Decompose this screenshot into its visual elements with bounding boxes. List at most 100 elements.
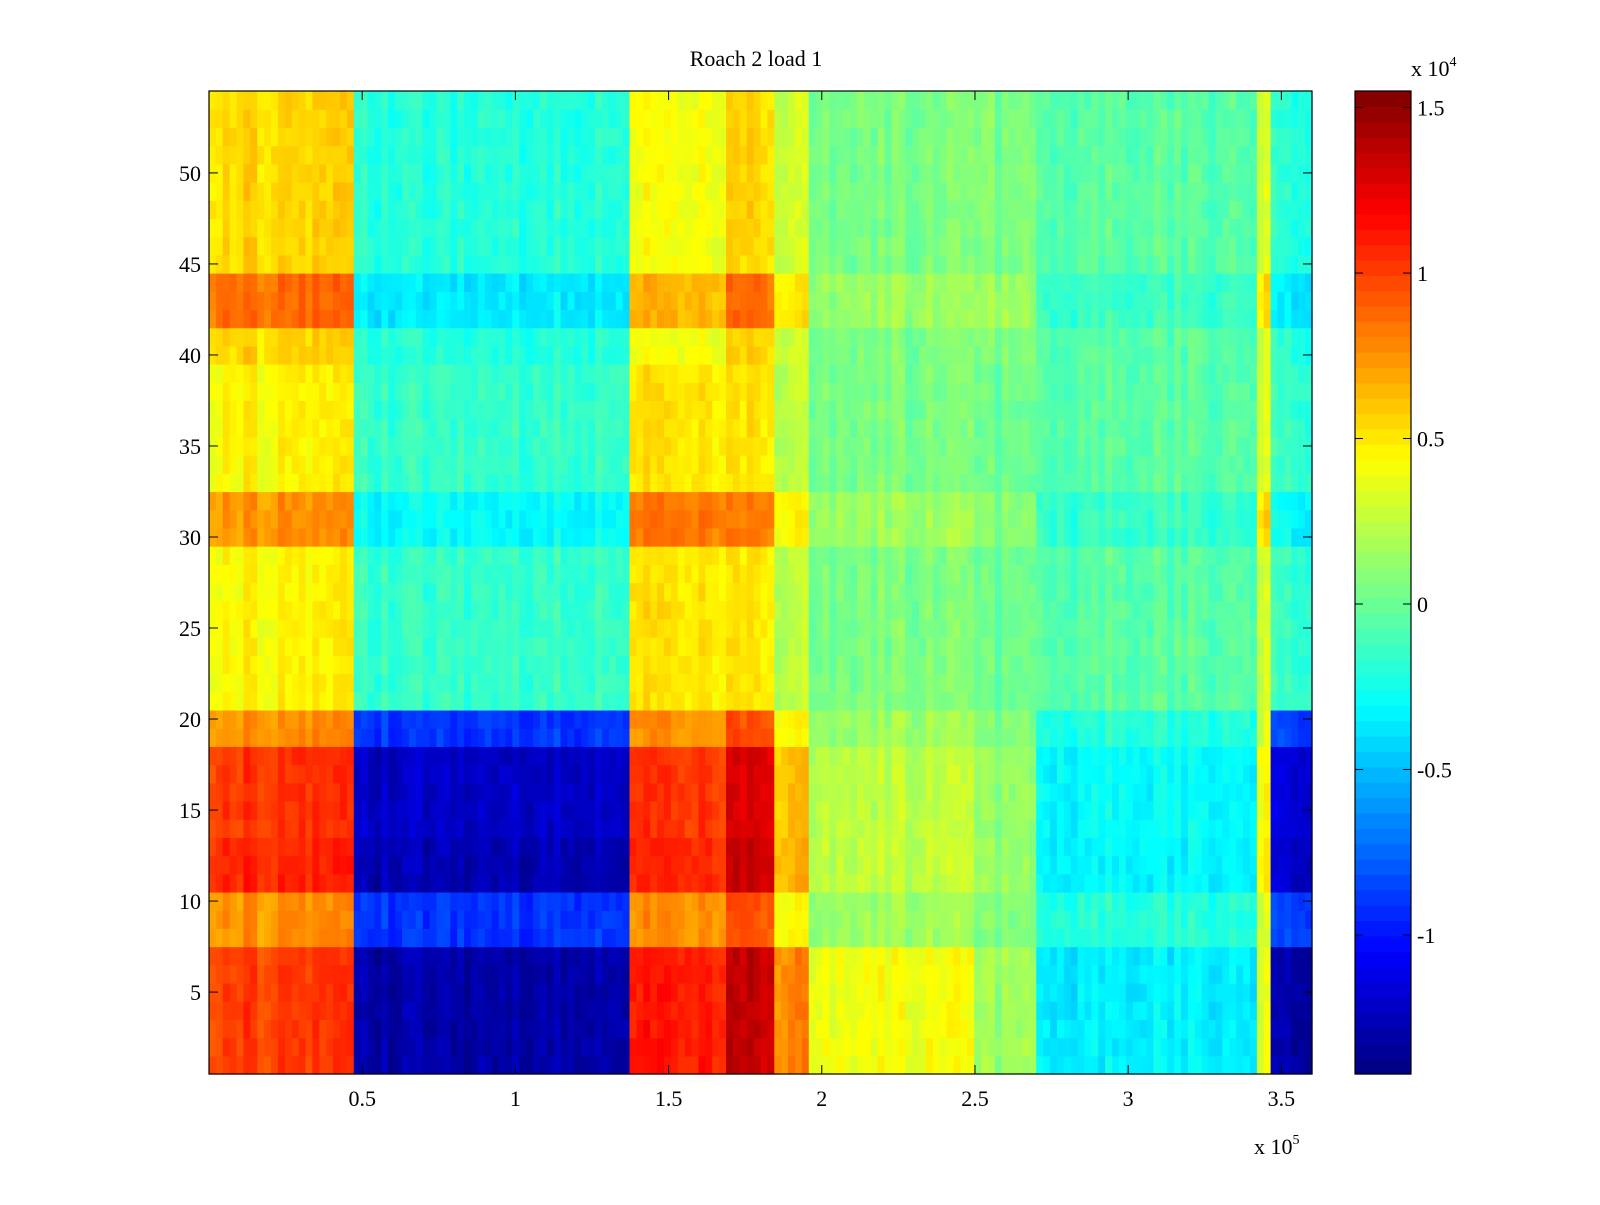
heatmap-cell	[512, 800, 520, 820]
heatmap-cell	[236, 910, 245, 929]
heatmap-cell	[608, 655, 617, 675]
heatmap-cell	[257, 600, 265, 620]
heatmap-cell	[726, 709, 734, 729]
heatmap-cell	[650, 1055, 658, 1075]
heatmap-cell	[677, 600, 686, 620]
heatmap-cell	[512, 600, 520, 620]
heatmap-cell	[781, 291, 789, 311]
heatmap-cell	[636, 964, 644, 984]
heatmap-cell	[291, 236, 300, 256]
heatmap-cell	[236, 637, 245, 656]
heatmap-cell	[808, 145, 817, 165]
heatmap-cell	[732, 109, 741, 128]
heatmap-cell	[395, 637, 403, 656]
heatmap-cell	[739, 382, 748, 402]
heatmap-cell	[753, 946, 762, 966]
heatmap-cell	[374, 200, 382, 220]
heatmap-cell	[429, 364, 438, 383]
heatmap-cell	[581, 309, 589, 329]
heatmap-cell	[333, 964, 341, 984]
heatmap-cell	[415, 273, 424, 292]
heatmap-cell	[663, 382, 672, 402]
heatmap-cell	[470, 1019, 479, 1039]
heatmap-cell	[650, 127, 658, 147]
heatmap-cell	[271, 673, 279, 693]
heatmap-cell	[801, 728, 810, 747]
heatmap-cell	[408, 673, 417, 693]
heatmap-cell	[533, 946, 541, 966]
heatmap-cell	[753, 309, 762, 329]
heatmap-cell	[477, 509, 486, 529]
heatmap-cell	[402, 1001, 410, 1020]
heatmap-cell	[774, 928, 782, 948]
heatmap-cell	[829, 600, 837, 620]
heatmap-cell	[794, 491, 803, 511]
heatmap-cell	[291, 637, 300, 656]
heatmap-cell	[601, 327, 610, 347]
heatmap-cell	[402, 855, 410, 875]
heatmap-cell	[836, 709, 844, 729]
heatmap-cell	[291, 418, 300, 438]
heatmap-cell	[229, 946, 238, 966]
heatmap-cell	[643, 382, 651, 402]
heatmap-cell	[622, 928, 631, 948]
heatmap-cell	[229, 273, 238, 292]
heatmap-cell	[408, 618, 417, 638]
heatmap-cell	[271, 819, 279, 838]
heatmap-cell	[698, 309, 706, 329]
heatmap-cell	[257, 782, 265, 802]
heatmap-cell	[663, 109, 672, 128]
heatmap-cell	[533, 382, 541, 402]
heatmap-cell	[781, 782, 789, 802]
heatmap-cell	[484, 691, 493, 711]
heatmap-cell	[684, 855, 693, 875]
heatmap-cell	[388, 418, 396, 438]
heatmap-cell	[408, 1037, 417, 1057]
heatmap-cell	[663, 218, 672, 238]
heatmap-cell	[801, 928, 810, 948]
heatmap-cell	[243, 436, 251, 456]
heatmap-cell	[657, 873, 665, 893]
heatmap-cell	[450, 582, 458, 602]
heatmap-cell	[333, 345, 341, 365]
heatmap-cell	[546, 655, 555, 675]
heatmap-cell	[333, 837, 341, 857]
heatmap-cell	[243, 145, 251, 165]
heatmap-cell	[670, 145, 679, 165]
heatmap-cell	[553, 564, 562, 584]
heatmap-cell	[450, 527, 458, 547]
heatmap-cell	[822, 928, 831, 948]
heatmap-cell	[546, 546, 555, 565]
heatmap-cell	[829, 364, 837, 383]
heatmap-cell	[670, 764, 679, 784]
heatmap-cell	[374, 946, 382, 966]
heatmap-cell	[615, 582, 624, 602]
heatmap-cell	[215, 746, 224, 766]
heatmap-cell	[539, 1001, 548, 1020]
heatmap-cell	[222, 1019, 231, 1039]
heatmap-cell	[360, 527, 369, 547]
heatmap-cell	[353, 600, 362, 620]
heatmap-cell	[829, 728, 837, 747]
heatmap-cell	[443, 691, 451, 711]
heatmap-cell	[443, 1019, 451, 1039]
heatmap-cell	[243, 709, 251, 729]
heatmap-cell	[477, 1019, 486, 1039]
heatmap-cell	[277, 163, 286, 183]
heatmap-cell	[353, 364, 362, 383]
heatmap-cell	[781, 400, 789, 420]
heatmap-cell	[312, 1055, 320, 1075]
heatmap-cell	[209, 910, 217, 929]
heatmap-cell	[546, 910, 555, 929]
heatmap-cell	[367, 309, 376, 329]
heatmap-cell	[560, 1001, 569, 1020]
heatmap-cell	[250, 837, 258, 857]
heatmap-cell	[808, 618, 817, 638]
heatmap-cell	[450, 837, 458, 857]
heatmap-cell	[291, 1001, 300, 1020]
heatmap-cell	[229, 1001, 238, 1020]
heatmap-cell	[271, 254, 279, 274]
heatmap-cell	[512, 582, 520, 602]
heatmap-cell	[243, 564, 251, 584]
heatmap-cell	[333, 891, 341, 911]
